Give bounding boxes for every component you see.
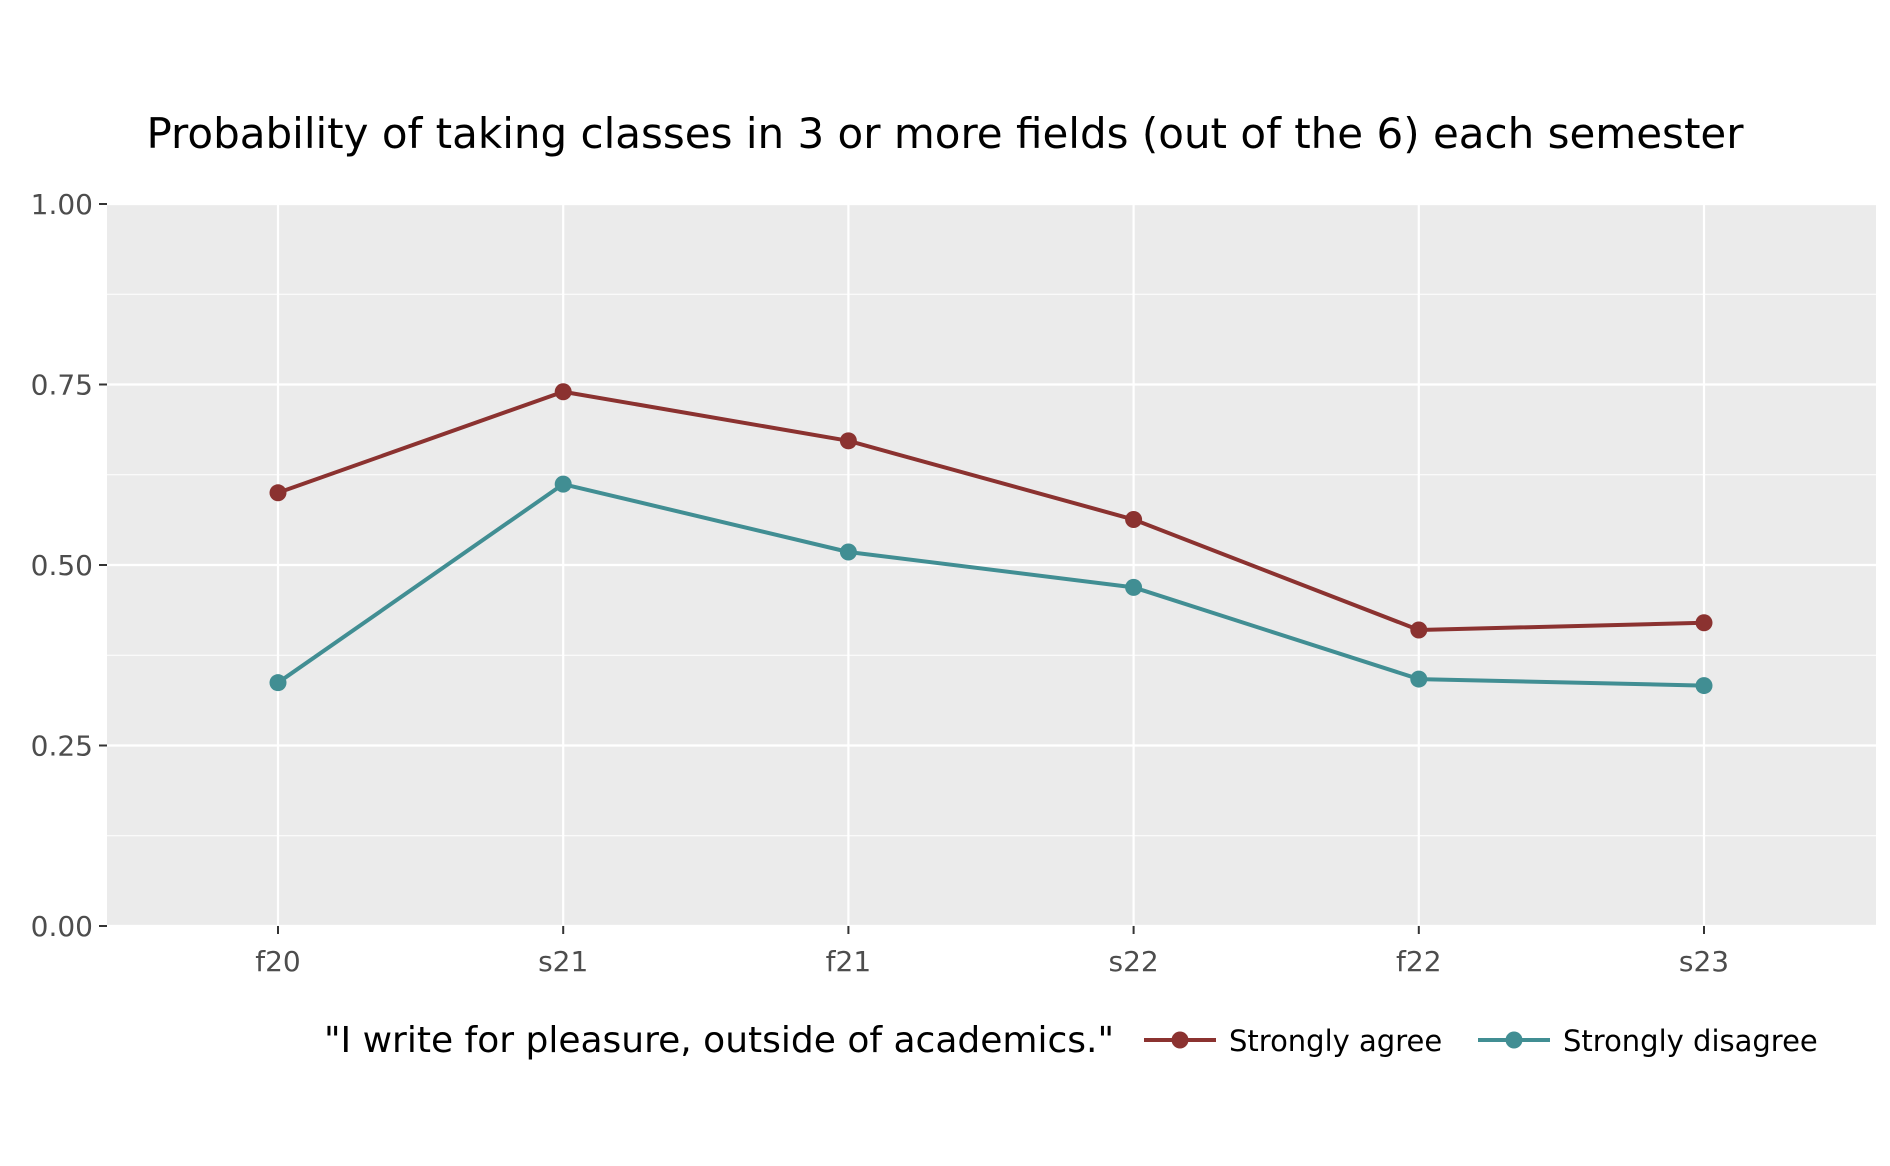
legend: "I write for pleasure, outside of academ… [324,1020,1818,1061]
y-tick-label: 0.00 [31,910,93,943]
legend-key-point [1505,1031,1523,1049]
data-point [269,674,287,692]
legend-label: Strongly disagree [1563,1024,1818,1058]
data-point [1410,621,1428,639]
data-point [1410,670,1428,688]
data-point [839,432,857,450]
y-tick-label: 1.00 [31,188,93,221]
series-line [277,389,1705,632]
y-tick-label: 0.75 [31,369,93,402]
series-layer [269,383,1713,695]
legend-key-point [1171,1031,1189,1049]
series-strongly-agree [269,383,1713,639]
y-tick-label: 0.25 [31,730,93,763]
legend-label: Strongly agree [1229,1024,1442,1058]
data-point [1695,677,1713,695]
x-tick-label: f20 [255,945,301,978]
axes: 0.00 0.25 0.50 0.75 1.00 f20 s21 f21 s22 f22 s23 [31,188,1729,978]
x-tick-label: s21 [538,945,588,978]
data-point [1125,578,1143,596]
data-point [554,383,572,401]
x-tick-label: s23 [1679,945,1729,978]
x-tick-label: f21 [826,945,872,978]
series-strongly-disagree [269,475,1713,695]
data-point [269,484,287,502]
x-tick-label: s22 [1108,945,1158,978]
y-tick-label: 0.50 [31,549,93,582]
x-tick-label: f22 [1396,945,1442,978]
data-point [1695,614,1713,632]
chart-title: Probability of taking classes in 3 or mo… [146,109,1744,158]
grid-lines [107,202,1876,928]
legend-title: "I write for pleasure, outside of academ… [324,1020,1114,1061]
data-point [554,475,572,493]
data-point [1125,511,1143,529]
series-line [276,482,1705,688]
data-point [839,543,857,561]
